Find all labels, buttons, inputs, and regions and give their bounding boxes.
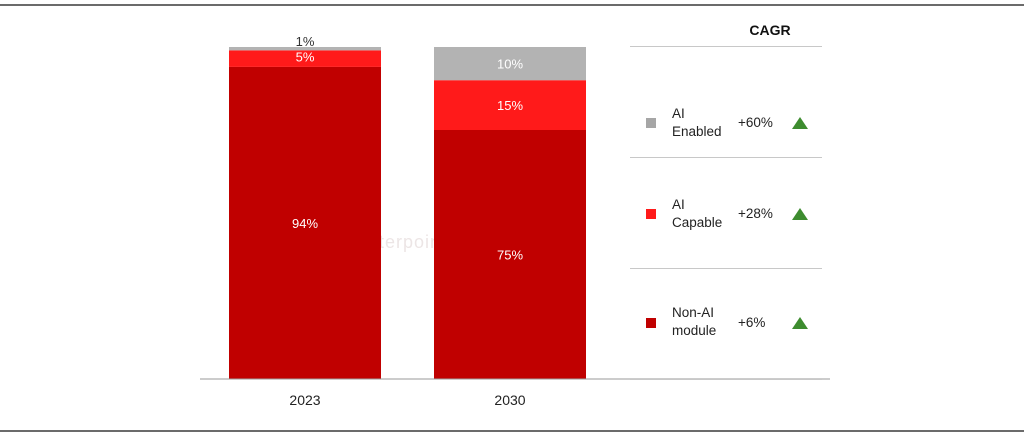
bar-segment-2023-ai-capable bbox=[229, 50, 381, 67]
legend-cagr-non-ai-module: +6% bbox=[738, 315, 766, 330]
triangle-up-icon bbox=[792, 208, 808, 220]
legend-item-ai-enabled: AI Enabled +60% bbox=[630, 47, 822, 157]
bar-segment-2030-ai-capable bbox=[434, 80, 586, 130]
legend-label-ai-capable: AI Capable bbox=[672, 197, 723, 230]
legend-swatch-non-ai-module bbox=[646, 318, 656, 328]
legend-item-ai-capable: AI Capable +28% bbox=[630, 158, 822, 268]
top-rule bbox=[0, 4, 1024, 6]
bar-segment-2030-ai-enabled bbox=[434, 47, 586, 81]
triangle-up-icon bbox=[792, 117, 808, 129]
bar-segment-2030-non-ai-module bbox=[434, 130, 586, 379]
legend-swatch-ai-enabled bbox=[646, 118, 656, 128]
data-label: 10% bbox=[497, 57, 523, 72]
bar-segment-2023-non-ai-module bbox=[229, 66, 381, 380]
legend-divider bbox=[630, 379, 822, 380]
bottom-rule bbox=[0, 430, 1024, 432]
legend-item-non-ai-module: Non-AI module +6% bbox=[630, 269, 822, 379]
data-label: 5% bbox=[296, 50, 315, 65]
data-label: 75% bbox=[497, 248, 523, 263]
legend-divider bbox=[630, 268, 822, 269]
data-label: 15% bbox=[497, 98, 523, 113]
legend-label-ai-enabled: AI Enabled bbox=[672, 106, 722, 139]
bar-segment-2023-ai-enabled bbox=[229, 47, 381, 51]
legend-label-non-ai-module: Non-AI module bbox=[672, 305, 717, 338]
legend-divider bbox=[630, 46, 822, 47]
legend-cagr-ai-enabled: +60% bbox=[738, 115, 773, 130]
x-tick-label: 2030 bbox=[494, 392, 525, 408]
cagr-title: CAGR bbox=[749, 22, 791, 38]
legend-divider bbox=[630, 157, 822, 158]
triangle-up-icon bbox=[792, 317, 808, 329]
legend-cagr-ai-capable: +28% bbox=[738, 206, 773, 221]
data-label: 1% bbox=[296, 34, 315, 49]
legend-swatch-ai-capable bbox=[646, 209, 656, 219]
data-label: 94% bbox=[292, 216, 318, 231]
x-tick-label: 2023 bbox=[289, 392, 320, 408]
